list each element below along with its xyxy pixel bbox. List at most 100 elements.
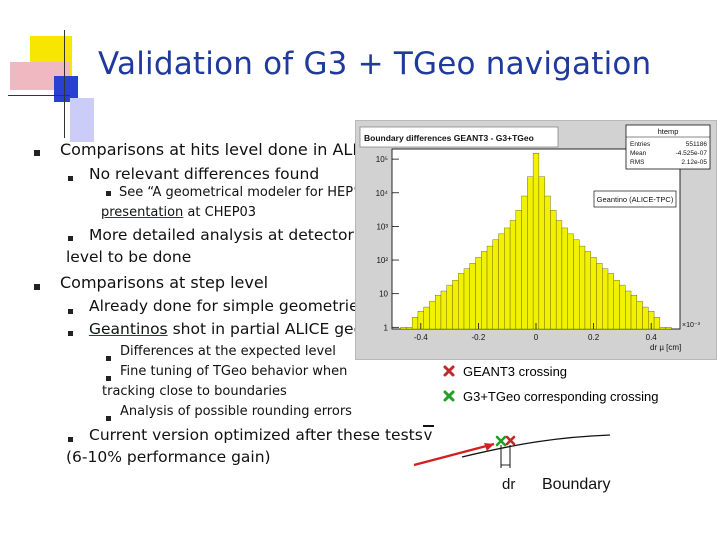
histogram-bar xyxy=(596,263,603,330)
histogram-bar xyxy=(469,263,476,330)
stats-value: 2.12e-05 xyxy=(681,159,707,166)
x-exponent: ×10⁻³ xyxy=(682,322,701,329)
histogram-bar xyxy=(400,327,407,330)
histogram-bar xyxy=(504,227,511,330)
histogram-title-box xyxy=(359,126,559,148)
stats-label: Entries xyxy=(630,141,651,148)
bullet-detailed-analysis-line2: level to be done xyxy=(66,248,192,266)
histogram-bar xyxy=(509,220,517,330)
histogram-bar xyxy=(406,327,413,330)
bullet-marker xyxy=(68,176,73,181)
bullet-fine-tuning-line2: tracking close to boundaries xyxy=(102,384,287,399)
presentation-link[interactable]: presentation xyxy=(101,205,184,220)
y-tick-label: 10⁵ xyxy=(376,155,388,164)
histogram-legend: Geantino (ALICE-TPC) xyxy=(597,195,674,204)
bullet-marker xyxy=(106,191,111,196)
bullet-marker xyxy=(34,284,40,290)
histogram-bar xyxy=(665,327,672,330)
bullet-marker xyxy=(106,416,111,421)
histogram-bar xyxy=(607,273,614,330)
histogram-bar xyxy=(486,245,493,330)
histogram-bar xyxy=(411,316,419,330)
geant3-cross-icon xyxy=(443,365,455,377)
histogram-bar xyxy=(573,239,580,330)
y-tick-label: 10² xyxy=(376,256,388,265)
velocity-arrow xyxy=(413,442,495,467)
histogram-bar xyxy=(625,290,632,330)
bullet-marker xyxy=(34,150,40,156)
histogram-bar xyxy=(498,233,505,330)
histogram-bar xyxy=(532,153,540,330)
bullet-current-version: Current version optimized after these te… xyxy=(89,426,423,444)
histogram-bar xyxy=(653,316,661,330)
velocity-label: v xyxy=(424,427,432,444)
histogram-bar xyxy=(429,300,436,330)
x-tick-label: -0.2 xyxy=(472,333,486,342)
histogram-bar xyxy=(423,306,430,330)
dr-label: dr xyxy=(502,476,516,493)
histogram-bar xyxy=(567,233,574,330)
bullet-expected-level: Differences at the expected level xyxy=(120,344,336,359)
decor-blue-block xyxy=(54,76,78,102)
boundary-curve xyxy=(461,434,611,458)
bullet-geantinos: Geantinos shot in partial ALICE geometry xyxy=(89,320,410,338)
decor-horizontal-line xyxy=(8,95,70,96)
boundary-diagram xyxy=(413,434,611,468)
boundary-label: Boundary xyxy=(542,476,611,493)
bullet-current-version-line2: (6-10% performance gain) xyxy=(66,448,271,466)
bullet-see-modeler-line2: presentation at CHEP03 xyxy=(101,205,257,220)
histogram-bar xyxy=(515,210,522,330)
histogram-bar xyxy=(521,195,528,330)
geantinos-link[interactable]: Geantinos xyxy=(89,320,168,338)
histogram-chart: Boundary differences GEANT3 - G3+TGeo 10⁵… xyxy=(359,124,711,352)
histogram-legend-box xyxy=(593,190,677,208)
histogram-bar xyxy=(619,284,626,330)
bullet-marker xyxy=(68,309,73,314)
bullet-fine-tuning: Fine tuning of TGeo behavior when xyxy=(120,364,348,379)
x-tick-label: 0.4 xyxy=(646,333,658,342)
bullet-marker xyxy=(68,437,73,442)
g3tgeo-cross-icon xyxy=(443,390,455,402)
stats-value: 551186 xyxy=(686,141,708,148)
histogram-bar xyxy=(613,280,620,330)
histogram-bar xyxy=(440,290,447,330)
histogram-title: Boundary differences GEANT3 - G3+TGeo xyxy=(364,133,534,143)
decor-lavender-block xyxy=(70,98,94,142)
histogram-bar xyxy=(434,295,442,330)
bullet-hits-level: Comparisons at hits level done in ALICE xyxy=(60,140,379,159)
histogram-panel: Boundary differences GEANT3 - G3+TGeo 10⁵… xyxy=(355,120,717,360)
histogram-bar xyxy=(475,257,482,330)
histogram-bar xyxy=(538,176,545,330)
legend-g3tgeo: G3+TGeo corresponding crossing xyxy=(463,389,659,404)
geant3-crossing-mark xyxy=(505,435,516,446)
histogram-bar xyxy=(578,245,586,330)
histogram-bar xyxy=(544,195,551,330)
stats-box xyxy=(625,124,711,170)
histogram-bar xyxy=(527,176,534,330)
g3tgeo-crossing-mark xyxy=(495,435,507,447)
x-tick-label: 0.2 xyxy=(588,333,600,342)
histogram-bar xyxy=(550,210,557,330)
stats-value: -4.525e-07 xyxy=(676,150,708,157)
histogram-bar xyxy=(590,257,597,330)
histogram-bar xyxy=(659,327,666,330)
y-tick-label: 10⁴ xyxy=(376,189,389,198)
histogram-bar xyxy=(481,251,488,330)
histogram-bar xyxy=(458,273,465,330)
bullet-step-level: Comparisons at step level xyxy=(60,273,269,292)
y-tick-label: 10 xyxy=(379,290,388,299)
bullet-see-modeler: See “A geometrical modeler for HEP” xyxy=(119,185,361,200)
y-tick-label: 1 xyxy=(384,323,389,332)
histogram-bar xyxy=(452,280,459,330)
bullet-marker xyxy=(68,331,73,336)
y-tick-label: 10³ xyxy=(376,222,388,231)
bullet-no-differences: No relevant differences found xyxy=(89,165,320,183)
bullet-marker xyxy=(106,356,111,361)
histogram-bar xyxy=(561,227,568,330)
histogram-bar xyxy=(446,284,453,330)
histogram-bar xyxy=(602,268,609,330)
velocity-arrowhead xyxy=(484,443,494,451)
bullet-marker xyxy=(68,236,73,241)
velocity-overline xyxy=(423,425,434,427)
bullet-simple-geometries: Already done for simple geometries xyxy=(89,297,367,315)
